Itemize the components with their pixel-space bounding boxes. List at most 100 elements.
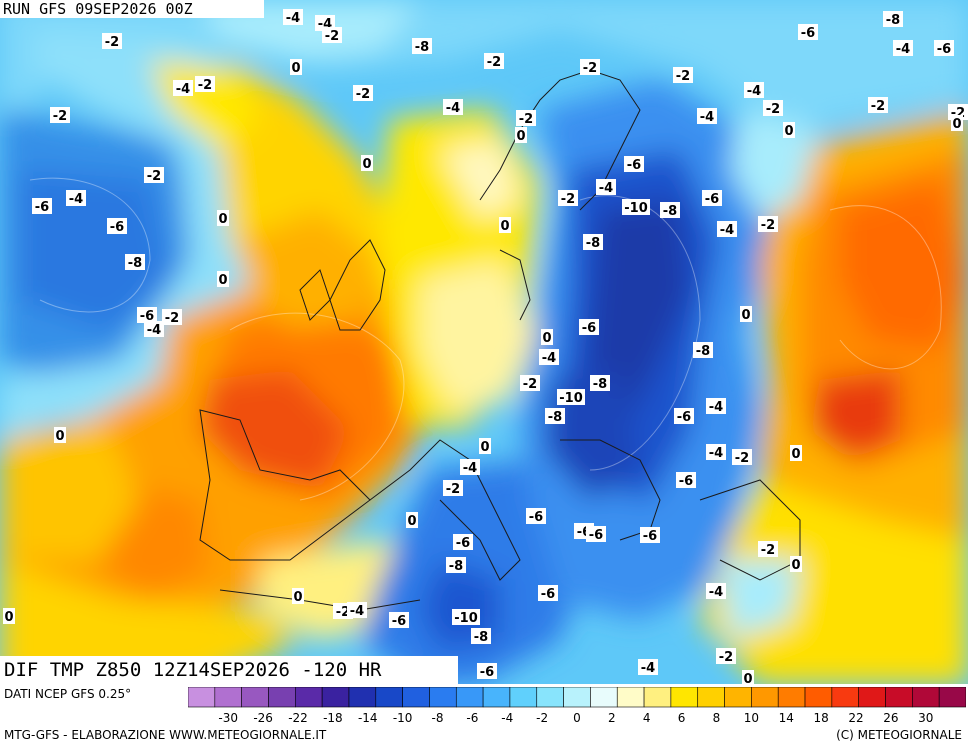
isoline-label-text: 0: [500, 219, 509, 234]
isoline-label-text: -2: [719, 650, 733, 665]
isoline-label-text: 0: [218, 212, 227, 227]
isoline-label-text: -2: [676, 69, 690, 84]
isoline-label: -2: [484, 53, 504, 70]
isoline-label-text: -10: [559, 391, 583, 406]
isoline-label-text: 0: [4, 610, 13, 625]
isoline-label: -4: [596, 179, 616, 196]
legend-tick-label: -26: [253, 711, 273, 725]
isoline-label: -8: [545, 408, 565, 425]
isoline-label: 0: [406, 512, 418, 529]
isoline-label-text: -4: [709, 585, 723, 600]
isoline-label-text: -4: [700, 110, 714, 125]
isoline-label-text: -2: [766, 102, 780, 117]
legend-tick-label: 2: [608, 711, 616, 725]
isoline-label: -6: [477, 663, 497, 680]
legend-tick-label: -6: [466, 711, 478, 725]
credit-right: (C) METEOGIORNALE: [836, 728, 962, 742]
legend-tick-label: 4: [643, 711, 651, 725]
isoline-label: -2: [50, 107, 70, 124]
isoline-label: 0: [361, 155, 373, 172]
isoline-label: -4: [539, 349, 559, 366]
legend-tick-label: -22: [288, 711, 308, 725]
isoline-label-text: -10: [454, 611, 478, 626]
isoline-label-text: -8: [586, 236, 600, 251]
isoline-label-text: -8: [449, 559, 463, 574]
isoline-label: -6: [32, 198, 52, 215]
isoline-label-text: -6: [480, 665, 494, 680]
isoline-label-text: -4: [641, 661, 655, 676]
isoline-label: -2: [716, 648, 736, 665]
isoline-label-text: 0: [743, 672, 752, 684]
isoline-label-text: -6: [677, 410, 691, 425]
legend-tick-label: 14: [779, 711, 794, 725]
isoline-label-text: -6: [456, 536, 470, 551]
isoline-label-text: 0: [362, 157, 371, 172]
anomaly-field: [0, 0, 968, 684]
isoline-label: -6: [526, 508, 546, 525]
isoline-label-text: -2: [761, 543, 775, 558]
isoline-label: -4: [893, 40, 913, 57]
run-title: RUN GFS 09SEP2026 00Z: [0, 0, 264, 18]
isoline-label-text: 0: [952, 117, 961, 132]
isoline-label: -2: [580, 59, 600, 76]
legend-swatch: [214, 687, 242, 708]
isoline-label: -2: [758, 541, 778, 558]
isoline-label-text: -4: [446, 101, 460, 116]
isoline-label: 0: [790, 556, 802, 573]
isoline-label-text: -6: [35, 200, 49, 215]
isoline-label-text: -4: [350, 604, 364, 619]
legend-swatch: [670, 687, 699, 708]
isoline-label: 0: [740, 306, 752, 323]
footer: DATI NCEP GFS 0.25° -30 -26 -22 -18 -14 -10 -8…: [0, 684, 968, 745]
legend-tick-label: -14: [358, 711, 378, 725]
isoline-label-text: -2: [325, 29, 339, 44]
isoline-label: -2: [558, 190, 578, 207]
isoline-label-text: -6: [801, 26, 815, 41]
isoline-label-text: -4: [709, 446, 723, 461]
isoline-label: -6: [389, 612, 409, 629]
isoline-label-text: 0: [291, 61, 300, 76]
isoline-label-text: 0: [407, 514, 416, 529]
legend-tick-label: -30: [218, 711, 238, 725]
isoline-label-text: -4: [147, 323, 161, 338]
legend-tick-label: 18: [813, 711, 828, 725]
legend-swatch: [831, 687, 859, 708]
field-title: DIF TMP Z850 12Z14SEP2026 -120 HR: [0, 656, 458, 684]
isoline-label-text: -2: [336, 605, 350, 620]
legend-tick-label: 30: [918, 711, 933, 725]
isoline-label: -8: [660, 202, 680, 219]
isoline-label-text: -2: [561, 192, 575, 207]
legend-swatches: [188, 687, 966, 708]
legend-swatch: [563, 687, 591, 708]
isoline-label-text: -4: [286, 11, 300, 26]
legend-swatch: [697, 687, 725, 708]
isoline-label: -2: [322, 27, 342, 44]
isoline-label: -2: [758, 216, 778, 233]
legend-swatch: [804, 687, 833, 708]
legend-tick-label: -4: [501, 711, 513, 725]
isoline-label: -6: [453, 534, 473, 551]
legend-swatch: [241, 687, 269, 708]
isoline-label: -2: [673, 67, 693, 84]
legend-swatch: [885, 687, 913, 708]
isoline-label: -2: [516, 110, 536, 127]
legend-swatch: [188, 687, 216, 708]
isoline-label-text: -6: [110, 220, 124, 235]
legend-swatch: [482, 687, 511, 708]
isoline-label-text: -4: [463, 461, 477, 476]
temperature-anomaly-map: -4 -4-2-8-20 -2 -2-2-8-6-4 -6-4 -2-2-4-4-2 -2-…: [0, 0, 968, 684]
legend-swatch: [295, 687, 323, 708]
isoline-label: -6: [798, 24, 818, 41]
isoline-label-text: -2: [165, 311, 179, 326]
isoline-label-text: -2: [198, 78, 212, 93]
isoline-label: -4: [283, 9, 303, 26]
isoline-label: -4: [638, 659, 658, 676]
isoline-label-text: -8: [886, 13, 900, 28]
isoline-label: -6: [934, 40, 954, 57]
legend-swatch: [777, 687, 806, 708]
isoline-label: -6: [702, 190, 722, 207]
isoline-label-text: -6: [643, 529, 657, 544]
legend-swatch: [938, 687, 966, 708]
isoline-label-text: -8: [128, 256, 142, 271]
isoline-label: -2: [162, 309, 182, 326]
